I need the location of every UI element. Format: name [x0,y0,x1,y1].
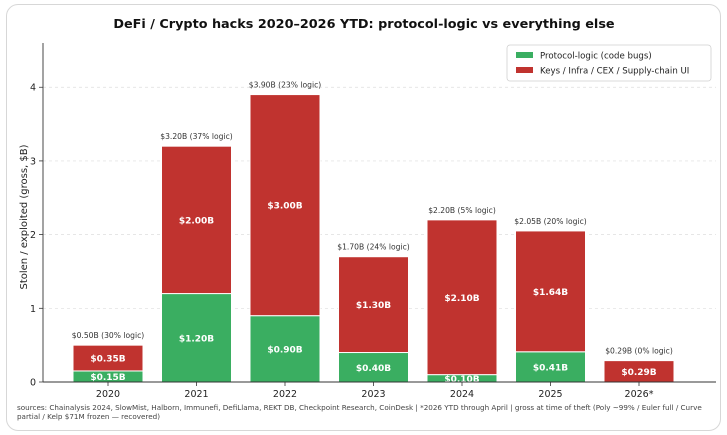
bar-segment [161,145,232,295]
x-tick-label: 2025 [538,389,562,400]
y-axis-label: Stolen / exploited (gross, $B) [19,144,30,289]
chart: DeFi / Crypto hacks 2020–2026 YTD: proto… [19,17,716,400]
legend-label-logic: Protocol-logic (code bugs) [540,52,652,62]
legend-swatch-keys [516,67,533,73]
total-label: $0.29B (0% logic) [605,347,673,356]
data-label: $0.41B [533,363,568,373]
data-label: $2.00B [179,216,214,226]
bar-segment [515,230,586,353]
total-label: $0.50B (30% logic) [72,331,144,340]
data-label: $0.35B [90,355,125,365]
legend: Protocol-logic (code bugs) Keys / Infra … [506,44,712,82]
data-label: $1.20B [179,334,214,344]
data-label: $3.00B [267,202,302,212]
y-tick-label: 1 [30,304,36,315]
bar-segment [338,256,409,354]
data-label: $0.10B [444,375,479,385]
total-label: $2.05B (20% logic) [514,217,586,226]
total-label: $3.20B (37% logic) [160,132,232,141]
source-note: sources: Chainalysis 2024, SlowMist, Hal… [17,403,702,422]
legend-swatch-logic [516,52,533,58]
data-label: $2.10B [444,294,479,304]
data-label: $0.90B [267,345,302,355]
legend-box [506,44,712,82]
x-tick-label: 2021 [184,389,208,400]
y-tick-label: 3 [30,156,36,167]
y-tick-label: 4 [30,83,36,94]
legend-label-keys: Keys / Infra / CEX / Supply-chain UI [540,67,689,77]
data-label: $1.64B [533,288,568,298]
x-tick-label: 2026* [625,389,654,400]
y-tick-label: 0 [30,378,36,389]
bar-segment [72,344,144,372]
chart-card: DeFi / Crypto hacks 2020–2026 YTD: proto… [6,4,721,431]
x-tick-label: 2024 [450,389,474,400]
bar-segment [426,219,498,376]
bar-segment [249,94,321,317]
chart-title: DeFi / Crypto hacks 2020–2026 YTD: proto… [113,17,615,32]
data-label: $1.30B [356,301,391,311]
x-tick-label: 2020 [96,389,120,400]
y-tick-label: 2 [30,230,36,241]
data-label: $0.29B [621,368,656,378]
x-tick-label: 2022 [273,389,297,400]
total-label: $1.70B (24% logic) [337,243,409,252]
data-label: $0.40B [356,364,391,374]
total-label: $3.90B (23% logic) [249,81,321,90]
total-label: $2.20B (5% logic) [428,206,496,215]
data-label: $0.15B [90,373,125,383]
x-tick-label: 2023 [361,389,385,400]
